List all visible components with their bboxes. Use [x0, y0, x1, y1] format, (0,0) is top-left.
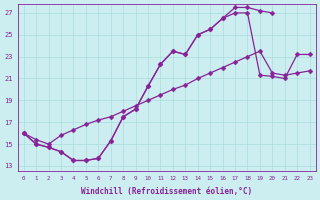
X-axis label: Windchill (Refroidissement éolien,°C): Windchill (Refroidissement éolien,°C) — [81, 187, 252, 196]
